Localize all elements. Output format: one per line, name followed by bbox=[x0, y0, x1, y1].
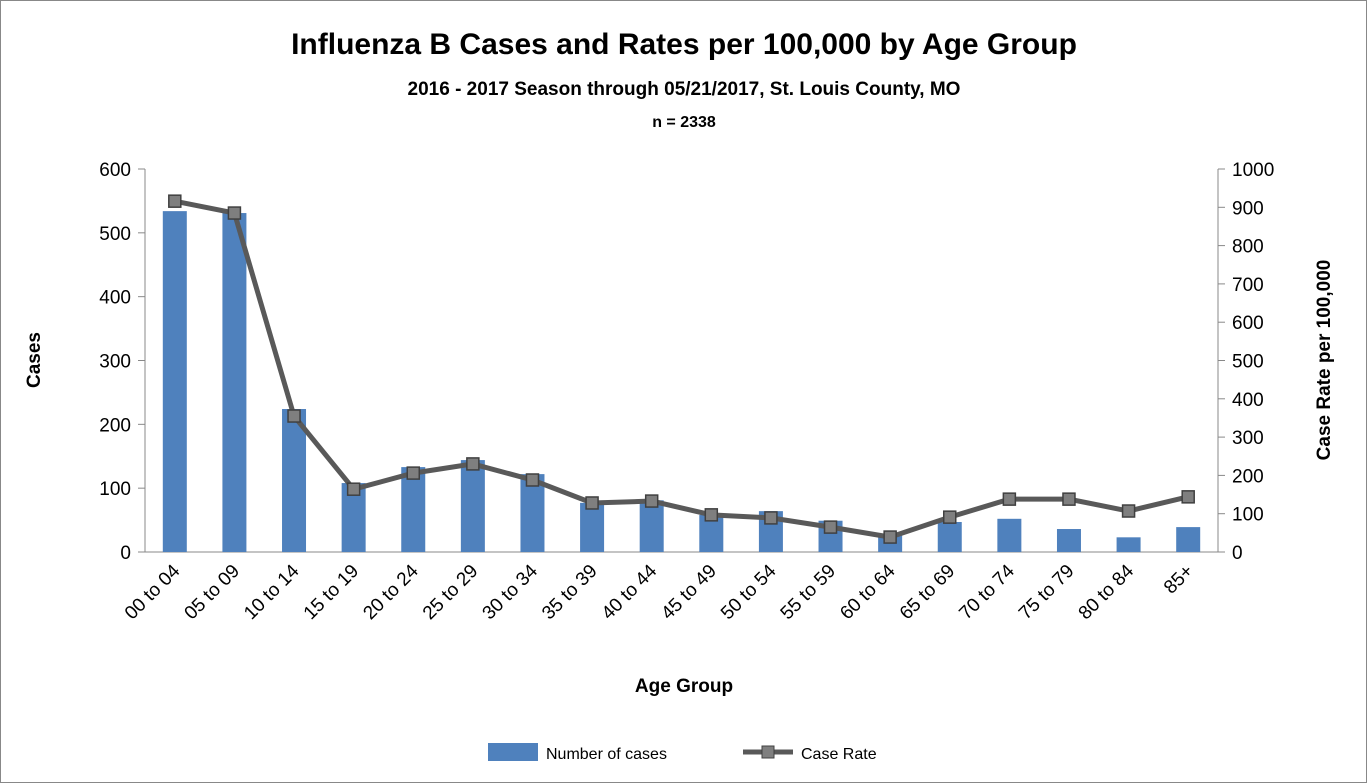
bar bbox=[520, 474, 545, 552]
y2-tick-label: 900 bbox=[1232, 198, 1264, 219]
bar bbox=[1116, 537, 1141, 552]
bar bbox=[162, 211, 187, 552]
line-marker bbox=[764, 511, 778, 525]
y-tick-label: 200 bbox=[99, 415, 131, 436]
y2-tick-label: 300 bbox=[1232, 428, 1264, 449]
y-tick-label: 400 bbox=[99, 288, 131, 309]
y2-tick-label: 800 bbox=[1232, 237, 1264, 258]
bar bbox=[282, 409, 307, 552]
bar bbox=[222, 213, 247, 553]
chart-subtitle: 2016 - 2017 Season through 05/21/2017, S… bbox=[408, 79, 961, 100]
legend-label: Number of cases bbox=[546, 746, 667, 763]
bar bbox=[580, 502, 605, 552]
line-marker bbox=[168, 194, 182, 208]
y2-tick-label: 700 bbox=[1232, 275, 1264, 296]
y2-tick-label: 200 bbox=[1232, 466, 1264, 487]
bar bbox=[639, 500, 664, 552]
line-marker bbox=[585, 496, 599, 510]
line-marker bbox=[644, 494, 659, 508]
line-marker bbox=[1121, 504, 1136, 518]
y2-tick-label: 1000 bbox=[1232, 160, 1274, 181]
y2-axis-title: Case Rate per 100,000 bbox=[1314, 260, 1335, 461]
bar bbox=[460, 460, 485, 552]
line-marker bbox=[704, 508, 719, 522]
y2-tick-label: 500 bbox=[1232, 352, 1264, 373]
y2-tick-label: 0 bbox=[1232, 543, 1243, 564]
line-marker bbox=[883, 530, 897, 544]
y-tick-label: 100 bbox=[99, 479, 131, 500]
line-marker bbox=[525, 473, 540, 487]
line-marker bbox=[287, 409, 301, 423]
y-tick-label: 300 bbox=[99, 352, 131, 373]
line-marker bbox=[1062, 492, 1076, 506]
bar bbox=[1176, 527, 1201, 552]
bar bbox=[401, 467, 426, 552]
y-tick-label: 600 bbox=[99, 160, 131, 181]
chart-note: n = 2338 bbox=[652, 114, 716, 131]
line-marker bbox=[823, 520, 838, 534]
x-axis-title: Age Group bbox=[635, 676, 733, 697]
line-marker bbox=[1002, 492, 1017, 506]
chart-title: Influenza B Cases and Rates per 100,000 … bbox=[291, 28, 1077, 61]
y2-tick-label: 600 bbox=[1232, 313, 1264, 334]
line bbox=[174, 198, 1189, 540]
line-marker bbox=[227, 206, 242, 220]
bar bbox=[937, 521, 962, 552]
line-marker bbox=[1181, 490, 1195, 504]
line-marker bbox=[466, 457, 480, 471]
line-marker bbox=[406, 466, 420, 480]
y-tick-label: 500 bbox=[99, 224, 131, 245]
line-marker bbox=[346, 482, 361, 496]
legend-swatch bbox=[488, 743, 538, 761]
legend-label: Case Rate bbox=[801, 746, 877, 763]
bar bbox=[997, 518, 1022, 552]
bar bbox=[1056, 529, 1081, 552]
y2-tick-label: 400 bbox=[1232, 390, 1264, 411]
legend-swatch bbox=[761, 745, 775, 759]
y2-tick-label: 100 bbox=[1232, 505, 1264, 526]
y-axis-title: Cases bbox=[24, 332, 45, 388]
line-marker bbox=[943, 510, 957, 524]
y-tick-label: 0 bbox=[120, 543, 131, 564]
